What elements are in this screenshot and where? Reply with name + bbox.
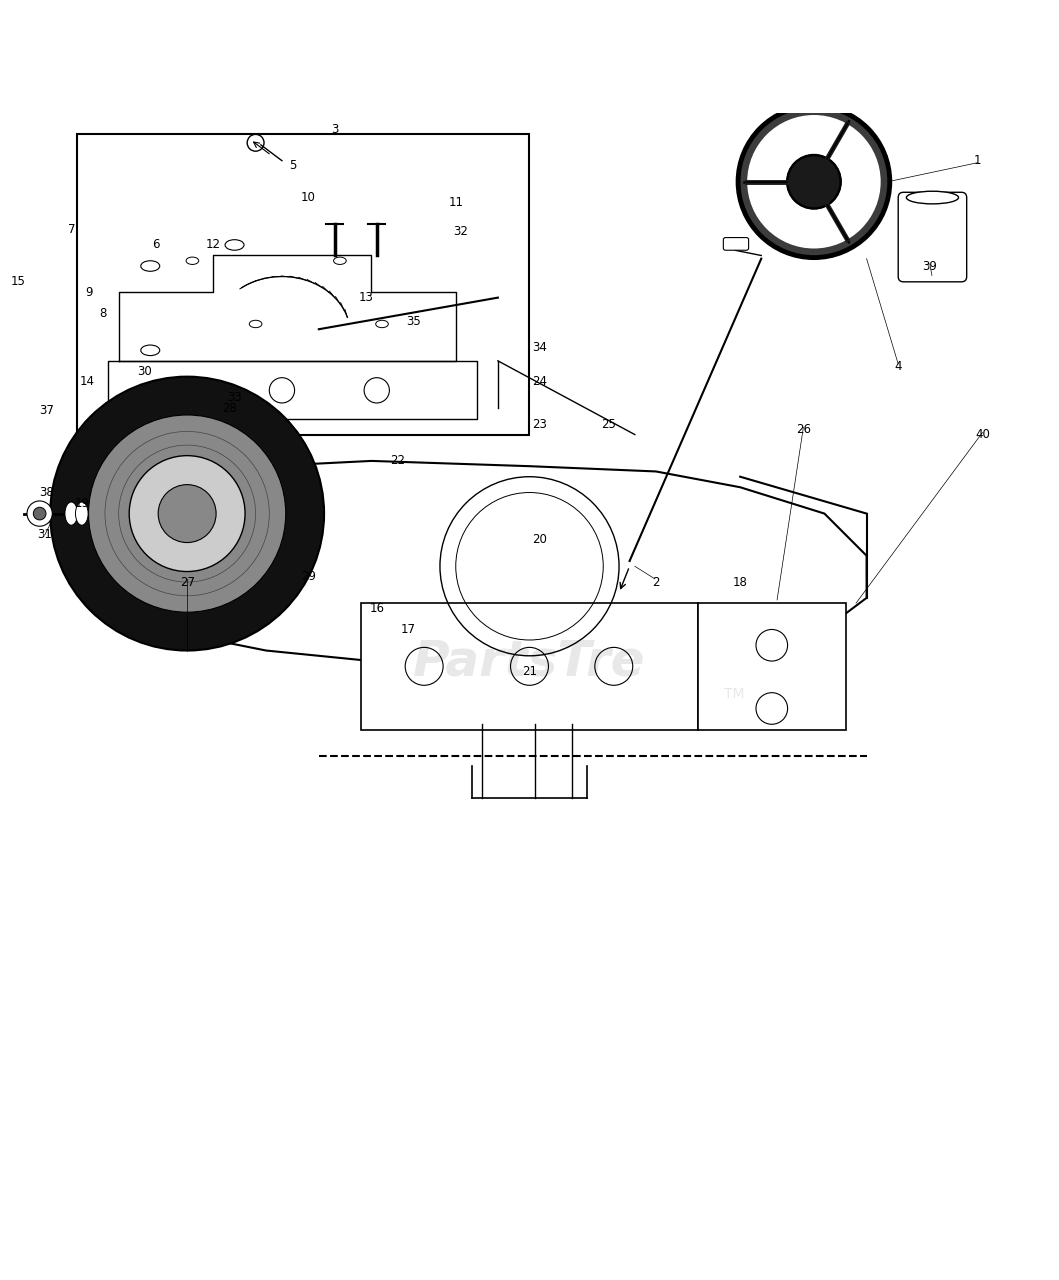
Text: 39: 39	[922, 260, 937, 273]
Circle shape	[788, 155, 841, 209]
Text: 1: 1	[973, 154, 981, 168]
Text: 5: 5	[289, 160, 297, 173]
Text: 40: 40	[975, 428, 990, 442]
Text: 14: 14	[79, 375, 94, 388]
Text: 10: 10	[301, 191, 316, 204]
Circle shape	[129, 456, 245, 572]
Text: 8: 8	[100, 307, 107, 320]
Circle shape	[28, 500, 52, 526]
Circle shape	[738, 106, 890, 257]
Text: 9: 9	[86, 285, 93, 298]
Text: 37: 37	[39, 404, 54, 417]
Text: 15: 15	[12, 275, 26, 288]
Bar	[361, 603, 698, 730]
Bar	[76, 134, 530, 435]
Bar	[698, 603, 845, 730]
Text: 4: 4	[895, 360, 902, 372]
Circle shape	[158, 485, 216, 543]
Text: 21: 21	[522, 666, 537, 678]
Text: 12: 12	[205, 238, 221, 251]
Text: 27: 27	[180, 576, 195, 589]
Text: 38: 38	[39, 486, 54, 499]
Text: 6: 6	[151, 238, 159, 251]
Ellipse shape	[65, 502, 77, 525]
Text: 18: 18	[733, 576, 748, 589]
Text: 3: 3	[330, 123, 338, 136]
Text: 13: 13	[359, 291, 374, 305]
Circle shape	[748, 115, 881, 248]
Circle shape	[89, 415, 286, 612]
Text: 19: 19	[74, 497, 89, 509]
Text: 34: 34	[533, 340, 548, 353]
Text: 16: 16	[370, 602, 384, 614]
Text: 29: 29	[301, 571, 316, 584]
Text: 7: 7	[68, 223, 75, 236]
Text: 28: 28	[221, 402, 237, 415]
Ellipse shape	[907, 191, 958, 204]
Text: 24: 24	[533, 375, 548, 388]
Text: 30: 30	[138, 365, 152, 378]
Circle shape	[33, 507, 46, 520]
Text: TM: TM	[724, 687, 744, 701]
Text: 25: 25	[602, 417, 616, 430]
Text: 35: 35	[407, 315, 421, 329]
FancyBboxPatch shape	[723, 238, 749, 250]
Text: PartsTre: PartsTre	[413, 637, 646, 685]
Text: 31: 31	[37, 529, 52, 541]
Circle shape	[50, 376, 324, 650]
Text: 22: 22	[391, 454, 406, 467]
Text: 17: 17	[401, 623, 416, 636]
Ellipse shape	[75, 502, 88, 525]
Text: 11: 11	[448, 196, 463, 210]
Text: 32: 32	[453, 225, 468, 238]
Text: 26: 26	[796, 422, 811, 435]
Text: 23: 23	[533, 417, 548, 430]
FancyBboxPatch shape	[898, 192, 967, 282]
Text: 20: 20	[533, 534, 548, 547]
Text: 33: 33	[228, 392, 241, 404]
Text: 2: 2	[652, 576, 660, 589]
